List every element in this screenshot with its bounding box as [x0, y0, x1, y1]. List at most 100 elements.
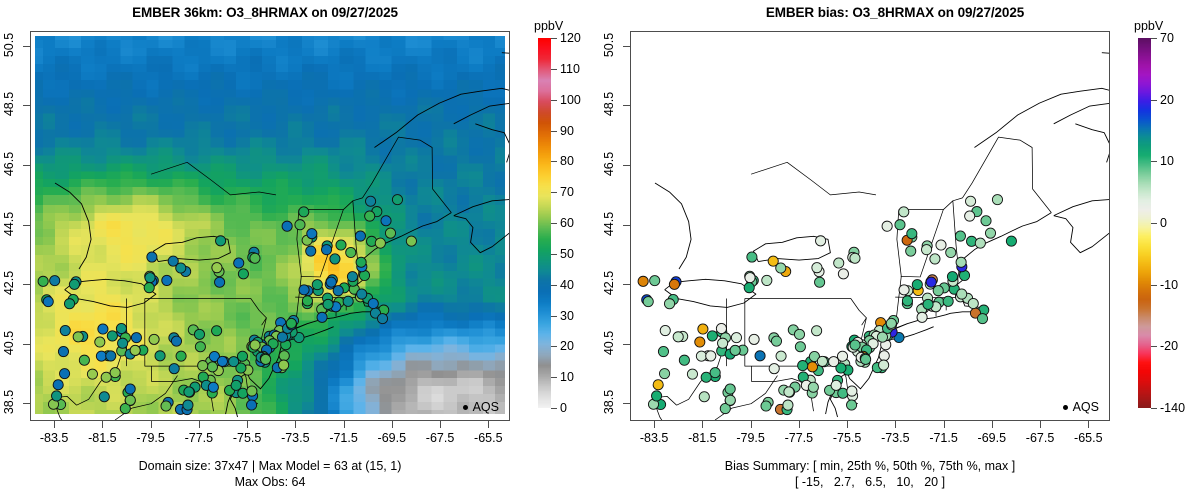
- y-tick-label: 48.5: [602, 92, 616, 117]
- aqs-station-marker: [806, 361, 818, 373]
- aqs-station-marker: [642, 296, 654, 308]
- map-boundary-line: [76, 338, 127, 406]
- aqs-station-marker: [744, 272, 756, 284]
- aqs-station-marker: [211, 325, 223, 337]
- aqs-station-marker: [828, 356, 840, 368]
- y-tick-label: 40.5: [602, 330, 616, 355]
- aqs-station-marker: [695, 350, 707, 362]
- aqs-station-marker: [237, 268, 249, 280]
- aqs-station-marker: [167, 255, 179, 267]
- aqs-station-marker: [146, 251, 158, 263]
- y-tick-label: 40.5: [2, 330, 16, 355]
- aqs-station-marker: [345, 246, 357, 258]
- map-boundary-line: [744, 298, 867, 326]
- aqs-station-marker: [955, 256, 967, 268]
- x-tick-label: -69.5: [377, 431, 407, 445]
- x-tick: [895, 421, 897, 428]
- colorbar-tick: [551, 253, 557, 255]
- y-tick-label: 42.5: [2, 270, 16, 296]
- aqs-station-marker: [249, 339, 261, 351]
- y-tick: [23, 105, 30, 107]
- bias-caption-line2: [ -15, 2.7, 6.5, 10, 20 ]: [794, 475, 946, 489]
- aqs-station-marker: [168, 363, 180, 375]
- aqs-station-marker: [816, 355, 828, 367]
- colorbar-tick-label: 80: [560, 154, 574, 169]
- aqs-station-marker: [228, 356, 240, 368]
- aqs-station-marker: [193, 328, 206, 340]
- aqs-station-marker: [697, 323, 709, 335]
- aqs-station-marker: [405, 235, 417, 247]
- x-tick-label: -67.5: [425, 431, 455, 445]
- aqs-station-marker: [64, 298, 76, 310]
- aqs-station-marker: [117, 337, 129, 349]
- aqs-marker-icon: [462, 404, 468, 410]
- aqs-station-marker: [768, 363, 780, 375]
- aqs-station-marker: [105, 350, 117, 362]
- map-boundary-line: [144, 298, 267, 326]
- aqs-station-marker: [95, 350, 107, 362]
- aqs-station-marker: [321, 244, 333, 256]
- aqs-station-marker: [837, 387, 849, 399]
- aqs-station-marker: [906, 228, 918, 240]
- colorbar-tick: [1151, 161, 1157, 163]
- model-colorbar-gradient: [538, 38, 551, 408]
- aqs-station-marker: [42, 296, 54, 308]
- y-tick-label: 44.5: [602, 211, 616, 236]
- aqs-station-marker: [668, 278, 680, 290]
- aqs-station-marker: [849, 339, 861, 351]
- aqs-station-marker: [294, 219, 306, 231]
- aqs-station-marker: [86, 368, 98, 380]
- aqs-station-marker: [106, 330, 118, 342]
- map-boundary-line: [1053, 199, 1109, 254]
- aqs-station-marker: [236, 350, 249, 362]
- aqs-station-marker: [729, 344, 741, 356]
- aqs-station-marker: [374, 237, 386, 249]
- aqs-station-marker: [964, 210, 976, 222]
- aqs-station-marker: [148, 333, 160, 345]
- x-tick: [943, 421, 945, 428]
- y-tick: [623, 224, 630, 226]
- model-caption-line2: Max Obs: 64: [234, 475, 306, 489]
- aqs-station-marker: [332, 285, 344, 297]
- aqs-station-marker: [364, 210, 376, 222]
- colorbar-tick: [551, 192, 557, 194]
- colorbar-tick-label: 20: [560, 339, 574, 354]
- aqs-station-marker: [945, 246, 957, 258]
- aqs-station-marker: [216, 355, 228, 367]
- aqs-station-marker: [68, 278, 80, 290]
- x-tick: [654, 421, 656, 428]
- aqs-station-marker: [678, 354, 690, 366]
- aqs-station-marker: [860, 353, 872, 365]
- x-tick: [198, 421, 200, 428]
- aqs-station-marker: [391, 194, 403, 206]
- aqs-station-marker: [260, 353, 272, 365]
- map-boundary-line: [295, 323, 308, 329]
- aqs-station-marker: [837, 268, 849, 280]
- aqs-station-marker: [208, 351, 220, 363]
- aqs-station-marker: [143, 282, 155, 294]
- y-tick: [623, 284, 630, 286]
- aqs-station-marker: [807, 381, 819, 393]
- bias-colorbar: ppbV 70 20 10 0 -10 -20 -140: [1134, 19, 1185, 415]
- x-tick-label: -77.5: [784, 431, 814, 445]
- aqs-station-marker: [100, 371, 112, 383]
- y-tick-label: 46.5: [602, 151, 616, 177]
- colorbar-tick: [551, 38, 557, 39]
- aqs-station-marker: [355, 256, 367, 268]
- aqs-station-marker: [724, 394, 736, 406]
- aqs-station-marker: [967, 297, 979, 310]
- bias-x-axis: -83.5 -81.5 -79.5 -77.5 -75.5 -73.5 -71.5 -69.5…: [630, 421, 1110, 451]
- aqs-station-marker: [170, 335, 183, 347]
- aqs-station-marker: [182, 399, 194, 411]
- aqs-station-marker: [878, 359, 890, 371]
- y-tick-label: 48.5: [2, 92, 16, 117]
- map-boundary-line: [895, 323, 908, 329]
- aqs-station-marker: [124, 383, 136, 395]
- aqs-station-marker: [278, 359, 290, 371]
- colorbar-tick-label: -10: [1160, 277, 1179, 292]
- aqs-station-marker: [154, 350, 166, 362]
- aqs-station-marker: [657, 346, 669, 358]
- x-tick-label: -71.5: [929, 431, 958, 445]
- x-tick-label: -65.5: [1074, 431, 1103, 445]
- aqs-station-marker: [815, 235, 827, 247]
